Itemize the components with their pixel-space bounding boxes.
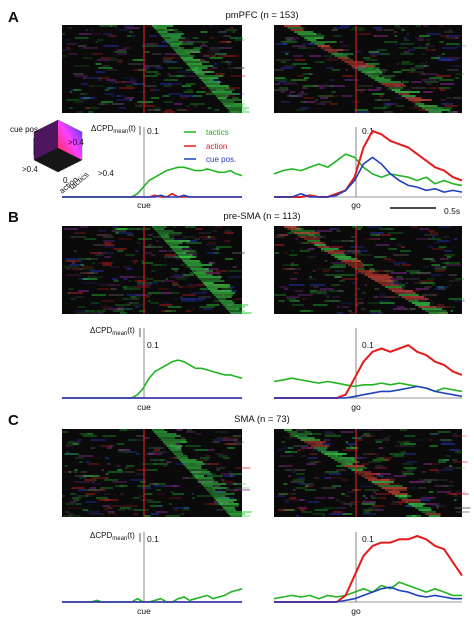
panel-a-go-label: go: [351, 200, 361, 210]
panel-b-ylabel-main: ΔCPD: [90, 326, 112, 335]
panel-b-label: B: [8, 209, 19, 226]
legend-action-label: action: [206, 142, 227, 151]
series-line-action: [274, 130, 463, 198]
legend-cuepos-label: cue pos.: [206, 155, 236, 164]
panel-c-heatmap-go: [274, 429, 471, 517]
series-line-tactics: [273, 153, 463, 187]
cube-bottom-right-label: tactics: [68, 170, 91, 191]
panel-a-lines-go: [273, 127, 463, 198]
panel-b-ylabel-suffix: (t): [127, 326, 135, 335]
panel-b-heatmap-go: [274, 226, 465, 314]
panel-c-ytick-cue: 0.1: [147, 534, 159, 544]
panel-a-cue-label: cue: [137, 200, 151, 210]
panel-c-go-label: go: [351, 606, 361, 616]
panel-a-ylabel-suffix: (t): [128, 124, 136, 133]
series-line-tactics: [62, 359, 243, 399]
panel-c-lines-go: [273, 532, 463, 603]
panel-a-ylabel: ΔCPDmean(t): [91, 124, 136, 135]
panel-c-ytick-go: 0.1: [362, 534, 374, 544]
panel-c-label: C: [8, 412, 19, 429]
series-line-tactics: [273, 581, 462, 600]
series-line-cuepos: [62, 194, 242, 198]
panel-b-go-label: go: [351, 402, 361, 412]
panel-c-cue-label: cue: [137, 606, 151, 616]
series-line-tactics: [62, 588, 243, 603]
panel-b-heatmap-cue: [62, 226, 252, 314]
series-line-cuepos: [274, 156, 463, 198]
series-line-action: [274, 535, 463, 603]
cube-left-label: >0.4: [22, 165, 38, 174]
panel-a-ytick-go: 0.1: [362, 126, 374, 136]
panel-b-ytick-cue: 0.1: [147, 340, 159, 350]
series-line-tactics: [273, 377, 463, 393]
series-line-cuepos: [274, 385, 463, 399]
color-cube-legend: >0.4: [33, 119, 84, 173]
cube-right-label: >0.4: [98, 169, 114, 178]
panel-a-heatmap-go: [274, 25, 466, 113]
panel-c-heatmap-cue: [62, 429, 252, 517]
panel-c-ylabel: ΔCPDmean(t): [90, 531, 135, 542]
panel-b-ylabel: ΔCPDmean(t): [90, 326, 135, 337]
series-line-cuepos: [274, 586, 462, 603]
panel-b-title: pre-SMA (n = 113): [223, 211, 300, 222]
panel-a-title: pmPFC (n = 153): [225, 10, 298, 21]
panel-c-ylabel-sub: mean: [112, 536, 127, 542]
panel-b-lines-go: [273, 328, 463, 399]
panel-b-lines-cue: [62, 328, 243, 399]
panel-c-ylabel-main: ΔCPD: [90, 531, 112, 540]
legend-tactics-label: tactics: [206, 128, 229, 137]
panel-c-lines-cue: [62, 532, 243, 603]
panel-a-label: A: [8, 9, 19, 26]
panel-a-ylabel-sub: mean: [113, 129, 128, 135]
scale-bar-label: 0.5s: [444, 206, 460, 216]
cube-top-label: cue pos: [10, 125, 38, 134]
panel-a-lines-cue: [62, 127, 243, 198]
panel-b-ytick-go: 0.1: [362, 340, 374, 350]
cube-face-value: >0.4: [68, 138, 84, 147]
panel-b-cue-label: cue: [137, 402, 151, 412]
panel-a-heatmap-cue: [62, 25, 250, 113]
panel-c-title: SMA (n = 73): [234, 414, 290, 425]
cube-origin-label: 0: [63, 176, 68, 185]
panel-c-ylabel-suffix: (t): [127, 531, 135, 540]
panel-a-ylabel-main: ΔCPD: [91, 124, 113, 133]
panel-a-ytick-cue: 0.1: [147, 126, 159, 136]
series-line-tactics: [62, 166, 243, 198]
panel-b-ylabel-sub: mean: [112, 331, 127, 337]
